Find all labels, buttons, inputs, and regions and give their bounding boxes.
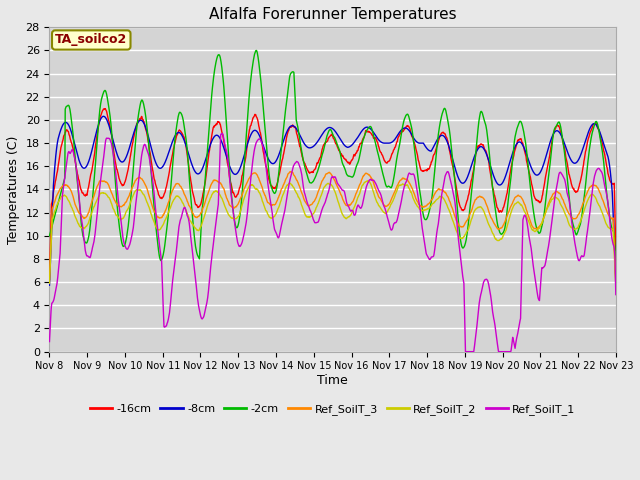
Title: Alfalfa Forerunner Temperatures: Alfalfa Forerunner Temperatures [209, 7, 456, 22]
Text: TA_soilco2: TA_soilco2 [55, 34, 127, 47]
X-axis label: Time: Time [317, 374, 348, 387]
Legend: -16cm, -8cm, -2cm, Ref_SoilT_3, Ref_SoilT_2, Ref_SoilT_1: -16cm, -8cm, -2cm, Ref_SoilT_3, Ref_Soil… [85, 399, 580, 419]
Y-axis label: Temperatures (C): Temperatures (C) [7, 135, 20, 244]
